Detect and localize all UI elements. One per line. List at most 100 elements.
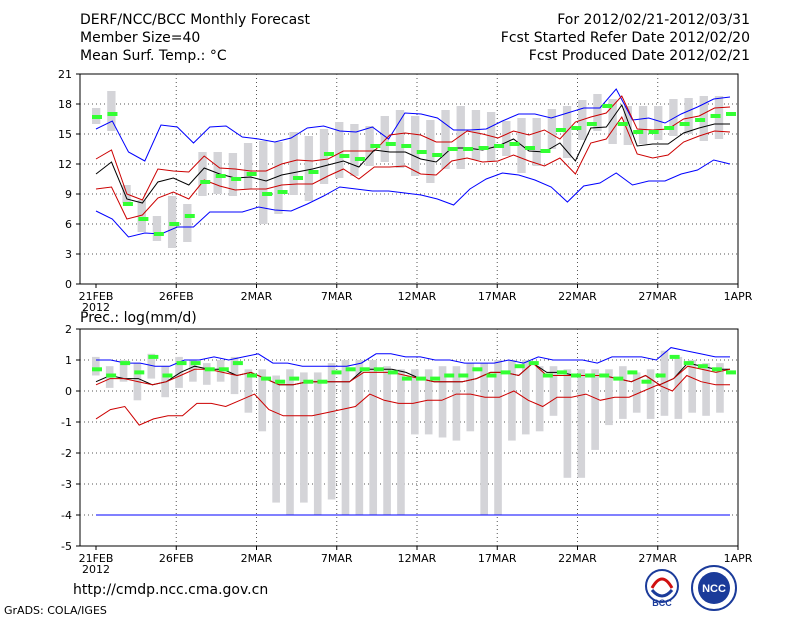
obs-marker <box>500 370 511 375</box>
obs-marker <box>444 373 455 378</box>
spread-box <box>397 369 405 515</box>
obs-marker <box>556 370 567 375</box>
obs-marker <box>317 379 328 384</box>
obs-marker <box>458 373 469 378</box>
obs-marker <box>289 376 300 381</box>
obs-marker <box>275 379 286 384</box>
spread-box <box>369 360 378 515</box>
spread-box <box>619 366 627 419</box>
spread-box <box>327 363 336 500</box>
x-tick-label: 22MAR <box>558 552 597 565</box>
spread-box <box>593 94 602 131</box>
y-tick-label: -1 <box>61 416 72 429</box>
obs-marker <box>106 373 117 378</box>
obs-marker <box>627 370 638 375</box>
spread-box <box>660 350 669 416</box>
spread-box <box>411 369 419 435</box>
obs-marker <box>528 361 539 366</box>
spread-box <box>438 366 447 438</box>
obs-marker <box>540 149 551 153</box>
spread-box <box>228 153 238 196</box>
spread-box <box>92 356 100 376</box>
bcc-logo-text: BCC <box>652 598 672 608</box>
spread-box <box>350 124 359 176</box>
spread-box <box>319 129 329 184</box>
obs-marker <box>246 172 257 176</box>
x-tick-label: 27MAR <box>638 552 677 565</box>
member-size: Member Size=40 <box>80 30 201 46</box>
spread-box <box>258 369 267 432</box>
spread-box <box>272 375 280 503</box>
spread-box <box>380 116 389 162</box>
y-tick-label: 15 <box>58 128 72 141</box>
x-tick-label: 21FEB <box>79 290 114 303</box>
x-tick-label: 17MAR <box>478 290 517 303</box>
obs-marker <box>190 361 201 366</box>
obs-marker <box>613 376 624 381</box>
obs-marker <box>373 367 384 372</box>
y-tick-label: -5 <box>61 540 72 553</box>
obs-marker <box>695 118 706 122</box>
spread-box <box>577 369 586 478</box>
obs-marker <box>586 122 597 126</box>
obs-marker <box>215 174 226 178</box>
spread-box <box>365 126 374 166</box>
series-mean_red <box>95 362 731 386</box>
spread-box <box>684 98 693 134</box>
obs-marker <box>472 367 483 372</box>
series-upper <box>95 95 731 201</box>
y-tick-label: 1 <box>65 354 72 367</box>
spread-box <box>608 99 617 144</box>
x-tick-label: 21FEB <box>79 552 114 565</box>
spread-box <box>107 91 116 131</box>
series-mean <box>95 103 730 204</box>
spread-box <box>183 204 192 242</box>
grads-credit: GrADS: COLA/IGES <box>4 604 107 617</box>
obs-marker <box>711 367 722 372</box>
obs-marker <box>509 142 520 146</box>
ncc-logo-text: NCC <box>702 583 726 595</box>
spread-box <box>669 99 678 136</box>
obs-marker <box>430 376 441 381</box>
spread-box <box>313 372 322 515</box>
spread-box <box>137 200 146 232</box>
obs-marker <box>169 222 180 226</box>
spread-box <box>562 106 572 158</box>
obs-marker <box>571 373 582 378</box>
produced-date: Fcst Produced Date 2012/02/21 <box>528 48 750 64</box>
obs-marker <box>261 376 272 381</box>
spread-box <box>646 369 655 419</box>
x-tick-label: 2MAR <box>241 290 273 303</box>
spread-box <box>175 356 183 388</box>
spread-box <box>466 363 475 432</box>
obs-marker <box>120 361 131 366</box>
series-lower <box>95 374 730 426</box>
obs-marker <box>303 379 314 384</box>
spread-box <box>623 106 633 145</box>
obs-marker <box>231 177 242 181</box>
obs-marker <box>617 122 628 126</box>
spread-box <box>716 363 724 413</box>
bcc-logo-icon: BCC <box>645 569 679 608</box>
x-tick-label: 17MAR <box>478 552 517 565</box>
spread-box <box>426 120 435 183</box>
spread-box <box>274 142 283 214</box>
obs-marker <box>726 370 736 375</box>
obs-marker <box>524 146 535 150</box>
spread-box <box>441 110 450 169</box>
obs-marker <box>323 152 334 156</box>
obs-marker <box>200 180 211 184</box>
obs-marker <box>679 122 690 126</box>
footer-url[interactable]: http://cmdp.ncc.cma.gov.cn <box>73 582 269 598</box>
spread-box <box>244 369 253 413</box>
bcc-logo: BCC <box>640 568 684 612</box>
spread-box <box>521 360 530 435</box>
obs-marker <box>432 153 443 157</box>
obs-marker <box>401 376 412 381</box>
obs-marker <box>602 104 613 108</box>
y-tick-label: 9 <box>65 188 72 201</box>
obs-marker <box>204 367 215 372</box>
y-tick-label: 12 <box>58 158 72 171</box>
obs-marker <box>710 114 721 118</box>
obs-marker <box>463 147 474 151</box>
